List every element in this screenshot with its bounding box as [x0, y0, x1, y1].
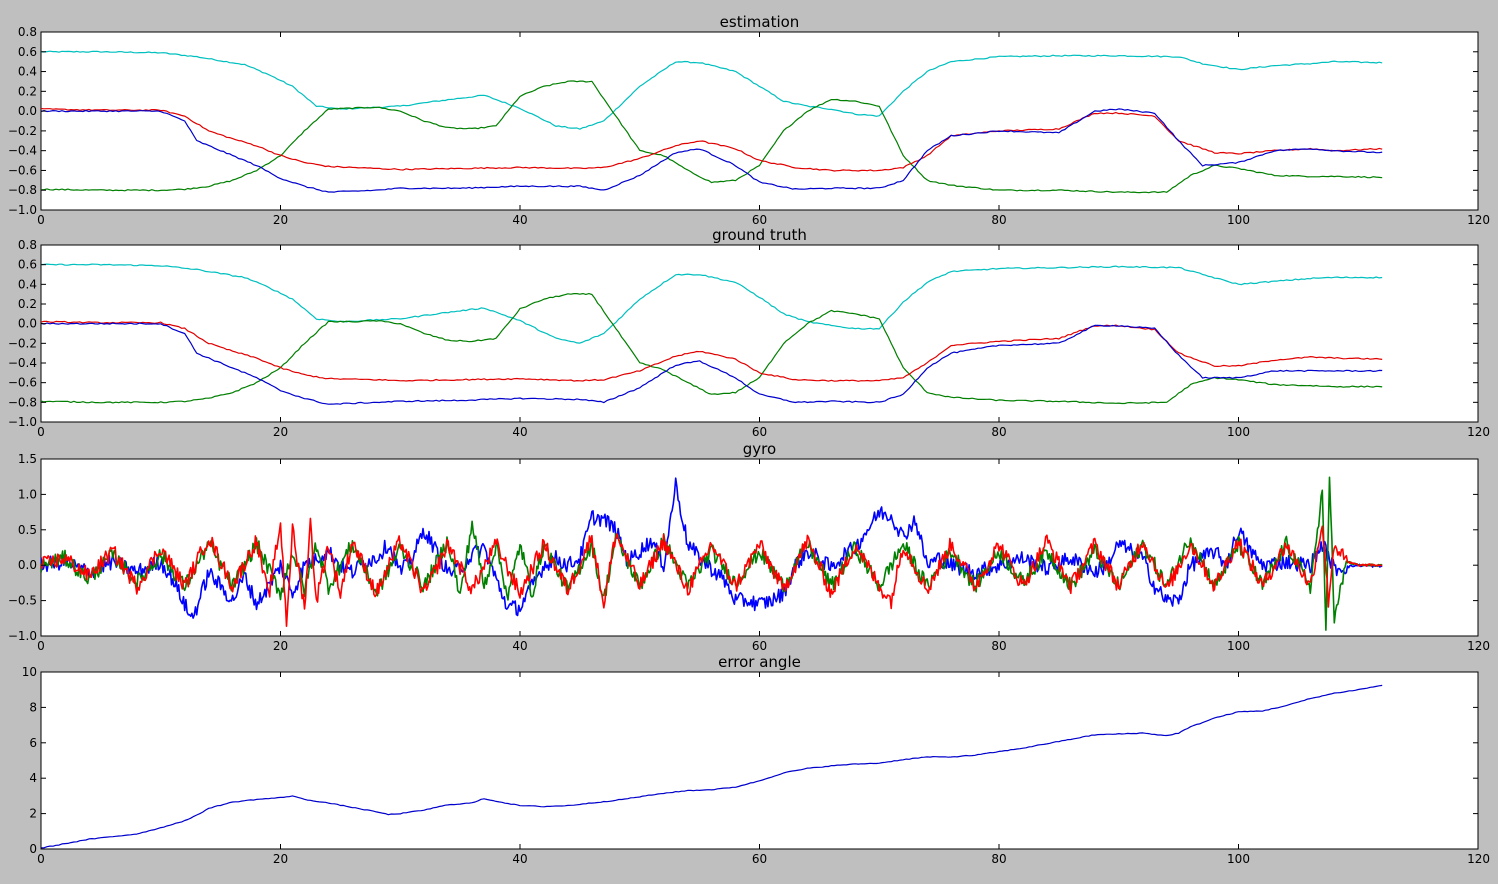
y-tick-label: 1.5 [18, 452, 37, 466]
series-line-blue [41, 322, 1383, 405]
x-tick-label: 20 [273, 213, 288, 227]
x-tick-label: 120 [1467, 213, 1490, 227]
x-tick-label: 60 [752, 852, 767, 866]
plot-area [40, 671, 1479, 850]
x-tick-label: 40 [512, 213, 527, 227]
y-tick-label: 4 [29, 771, 37, 785]
x-tick-label: 0 [37, 639, 45, 653]
y-tick-label: −1.0 [8, 203, 37, 217]
series-line-cyan [41, 50, 1383, 130]
y-tick-label: 6 [29, 736, 37, 750]
y-tick-label: 0.2 [18, 84, 37, 98]
y-tick-label: −0.2 [8, 124, 37, 138]
x-tick-label: 20 [273, 639, 288, 653]
x-tick-label: 120 [1467, 852, 1490, 866]
x-tick-label: 0 [37, 425, 45, 439]
y-tick-label: −1.0 [8, 629, 37, 643]
y-tick-label: 2 [29, 807, 37, 821]
series-line-cyan [41, 263, 1383, 344]
y-tick-label: −0.6 [8, 376, 37, 390]
chart-gyro: gyro 0 20 40 60 80 100 120 −1.0 −0.5 0.0 0.5 1.0 1.5 [8, 440, 1490, 653]
y-tick-label: −0.4 [8, 356, 37, 370]
y-tick-label: −0.8 [8, 183, 37, 197]
series-group [41, 476, 1383, 631]
x-tick-label: 100 [1227, 425, 1250, 439]
y-tick-label: 0.5 [18, 523, 37, 537]
y-tick-label: 0.0 [18, 104, 37, 118]
x-tick-label: 20 [273, 852, 288, 866]
series-line-blue [41, 684, 1383, 849]
x-tick-label: 60 [752, 213, 767, 227]
plot-area [40, 31, 1479, 211]
x-tick-label: 60 [752, 425, 767, 439]
chart-ground-truth: ground truth 0 20 40 60 80 100 120 −1.0 −0.8 −0.6 −… [8, 226, 1490, 439]
x-tick-label: 60 [752, 639, 767, 653]
y-tick-label: 0.8 [18, 25, 37, 39]
plot-area [40, 244, 1479, 423]
y-tick-label: 0.6 [18, 45, 37, 59]
series-line-red [41, 107, 1383, 172]
series-group [41, 50, 1383, 194]
x-tick-label: 100 [1227, 639, 1250, 653]
series-line-green [41, 293, 1383, 405]
y-tick-label: −1.0 [8, 415, 37, 429]
x-tick-label: 40 [512, 425, 527, 439]
chart-error-angle: error angle 0 20 40 60 80 100 120 0 2 4 6 8 10 [22, 653, 1490, 866]
series-line-red [41, 320, 1383, 382]
chart-title: error angle [718, 653, 801, 671]
y-tick-label: 0.0 [18, 558, 37, 572]
x-tick-label: 40 [512, 639, 527, 653]
series-group [41, 263, 1383, 405]
y-tick-label: 0.0 [18, 317, 37, 331]
chart-estimation: estimation 0 20 40 60 80 100 120 −1.0 −0.8 −0.6 −0.… [8, 13, 1490, 227]
x-tick-label: 80 [991, 213, 1006, 227]
x-tick-label: 0 [37, 213, 45, 227]
series-line-gyro-blue [41, 477, 1383, 619]
y-tick-label: 0.4 [18, 277, 37, 291]
x-tick-label: 120 [1467, 425, 1490, 439]
y-tick-label: 1.0 [18, 487, 37, 501]
y-tick-label: −0.6 [8, 163, 37, 177]
y-tick-label: −0.5 [8, 594, 37, 608]
chart-title: estimation [720, 13, 800, 31]
watermark: 知乎 @紫薯萝卜 [1148, 799, 1455, 848]
x-tick-label: 20 [273, 425, 288, 439]
y-tick-label: −0.8 [8, 395, 37, 409]
series-group [41, 684, 1383, 849]
x-tick-label: 0 [37, 852, 45, 866]
y-tick-label: 10 [22, 665, 37, 679]
series-line-green [41, 80, 1383, 194]
y-tick-label: −0.2 [8, 336, 37, 350]
x-tick-label: 80 [991, 852, 1006, 866]
y-tick-label: 0.4 [18, 65, 37, 79]
y-tick-label: −0.4 [8, 144, 37, 158]
x-tick-label: 40 [512, 852, 527, 866]
chart-title: gyro [743, 440, 776, 458]
x-tick-label: 80 [991, 425, 1006, 439]
x-tick-label: 100 [1227, 852, 1250, 866]
x-tick-label: 120 [1467, 639, 1490, 653]
y-tick-label: 0.2 [18, 297, 37, 311]
y-tick-label: 0.8 [18, 238, 37, 252]
x-tick-label: 80 [991, 639, 1006, 653]
y-tick-label: 8 [29, 700, 37, 714]
y-tick-label: 0 [29, 842, 37, 856]
series-line-blue [41, 108, 1383, 193]
x-tick-label: 100 [1227, 213, 1250, 227]
y-tick-label: 0.6 [18, 258, 37, 272]
series-line-gyro-red [41, 517, 1383, 628]
chart-title: ground truth [712, 226, 807, 244]
